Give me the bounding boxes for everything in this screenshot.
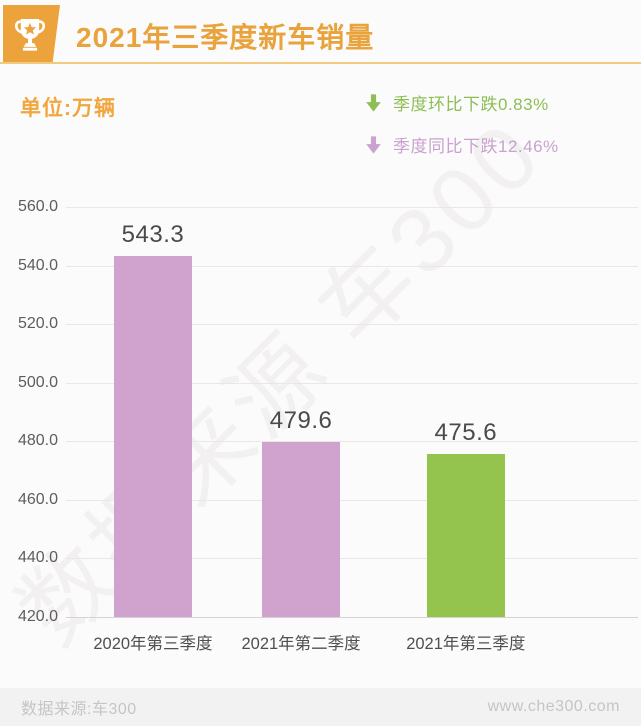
legend-label: 季度环比下跌0.83% — [393, 95, 549, 114]
legend: 季度环比下跌0.83% 季度同比下跌12.46% — [366, 90, 626, 174]
y-tick-label: 420.0 — [17, 608, 58, 625]
gridline — [66, 617, 638, 618]
legend-label: 季度同比下跌12.46% — [393, 137, 559, 156]
header-divider — [0, 62, 641, 64]
y-axis-labels: 560.0 540.0 520.0 500.0 480.0 460.0 440.0 420.0 — [0, 198, 58, 625]
bar-value-label: 543.3 — [121, 220, 185, 248]
bar-3 — [426, 454, 505, 617]
x-axis-labels: 2020年第三季度 2021年第二季度 2021年第三季度 — [66, 630, 638, 656]
legend-item-qoq: 季度环比下跌0.83% — [366, 90, 626, 115]
y-tick-label: 440.0 — [17, 549, 58, 567]
trophy-badge — [3, 5, 60, 63]
website-label: www.che300.com — [487, 698, 620, 715]
x-axis-category: 2021年第三季度 — [406, 635, 526, 653]
gridline — [66, 265, 638, 267]
bar-1 — [113, 255, 192, 617]
gridline — [66, 207, 638, 208]
gridline — [66, 324, 638, 326]
bar-value-label: 479.6 — [269, 407, 333, 435]
x-axis-category: 2021年第二季度 — [241, 635, 361, 653]
trophy-icon — [14, 19, 45, 51]
data-source-label: 数据来源:车300 — [21, 701, 137, 718]
footer: 数据来源:车300 www.che300.com — [0, 688, 641, 726]
y-tick-label: 560.0 — [17, 198, 58, 215]
gridline — [66, 382, 638, 384]
gridline — [66, 499, 638, 501]
y-tick-label: 480.0 — [17, 432, 58, 450]
bar-2 — [262, 442, 341, 617]
y-tick-label: 460.0 — [17, 490, 58, 508]
legend-item-yoy: 季度同比下跌12.46% — [366, 132, 626, 157]
down-arrow-icon — [366, 135, 381, 154]
gridline — [66, 441, 638, 443]
y-tick-label: 500.0 — [17, 373, 58, 391]
y-tick-label: 540.0 — [17, 256, 58, 274]
down-arrow-icon — [366, 93, 381, 112]
y-tick-label: 520.0 — [17, 315, 58, 333]
gridline — [66, 558, 638, 560]
unit-label: 单位:万辆 — [20, 97, 116, 120]
page-title: 2021年三季度新车销量 — [76, 22, 375, 53]
plot-area: 543.3 479.6 475.6 — [66, 207, 638, 618]
x-axis-category: 2020年第三季度 — [93, 635, 213, 653]
bar-value-label: 475.6 — [434, 419, 498, 447]
